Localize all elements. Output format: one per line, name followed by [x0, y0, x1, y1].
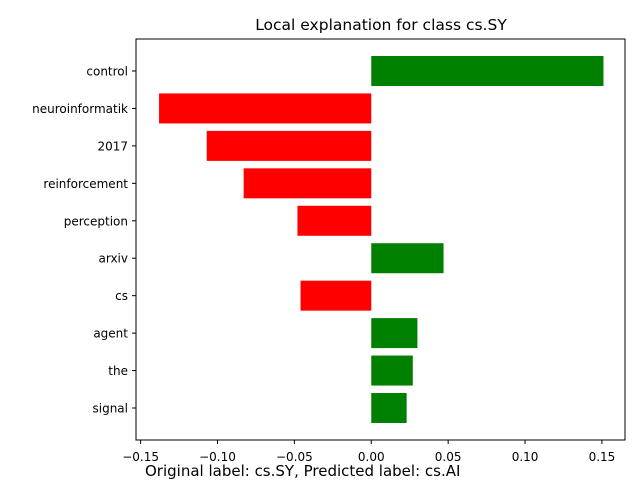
y-tick-label: the — [108, 364, 128, 378]
bar-reinforcement — [243, 168, 372, 199]
y-tick-label: cs — [115, 289, 128, 303]
bar-neuroinformatik — [159, 93, 372, 124]
x-tick-label: −0.05 — [276, 450, 313, 464]
y-tick-label: arxiv — [98, 252, 128, 266]
chart-title: Local explanation for class cs.SY — [255, 16, 507, 34]
bar-control — [371, 56, 604, 86]
plot-frame — [135, 38, 626, 441]
y-tick-label: reinforcement — [43, 177, 128, 191]
x-axis-ticks: −0.15 −0.10 −0.05 0.00 0.05 0.10 0.15 — [122, 440, 615, 464]
x-tick-label: −0.15 — [122, 450, 159, 464]
chart-caption: Original label: cs.SY, Predicted label: … — [145, 462, 460, 480]
bars-group — [159, 56, 604, 423]
x-tick-label: 0.05 — [435, 450, 462, 464]
x-tick-label: 0.15 — [589, 450, 616, 464]
bar-signal — [371, 393, 407, 423]
bar-arxiv — [371, 243, 444, 274]
bar-agent — [371, 318, 418, 349]
y-tick-label: neuroinformatik — [32, 102, 128, 116]
bar-2017 — [206, 130, 372, 161]
y-tick-label: perception — [64, 214, 128, 228]
bar-cs — [300, 280, 372, 311]
bar-perception — [297, 205, 372, 236]
y-tick-label: 2017 — [97, 139, 128, 153]
y-tick-label: agent — [93, 327, 128, 341]
y-axis-ticks: control neuroinformatik 2017 reinforcement p… — [32, 65, 136, 416]
x-tick-label: 0.00 — [358, 450, 385, 464]
bar-the — [371, 355, 413, 386]
x-tick-label: 0.10 — [512, 450, 539, 464]
y-tick-label: signal — [93, 402, 129, 416]
y-tick-label: control — [86, 65, 128, 79]
x-tick-label: −0.10 — [199, 450, 236, 464]
